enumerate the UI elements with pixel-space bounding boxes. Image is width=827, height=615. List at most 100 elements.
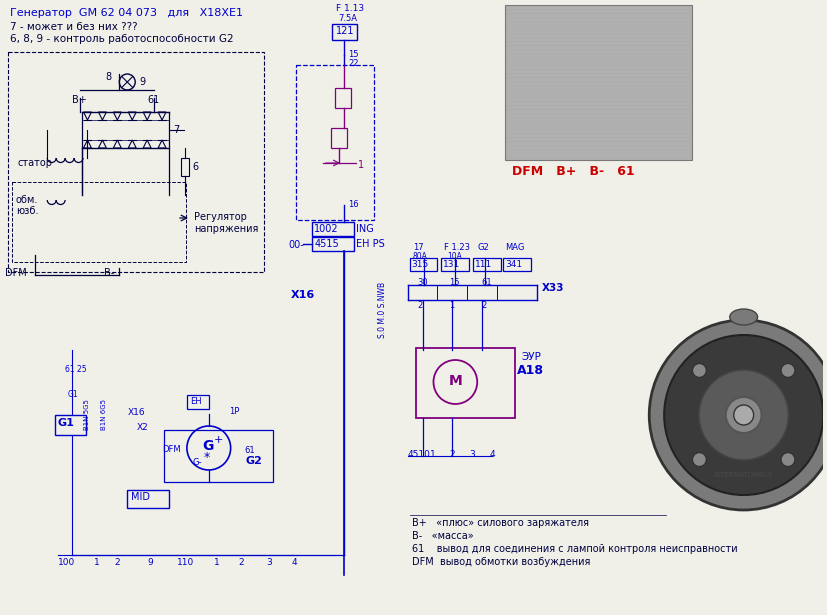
Text: 1P: 1P [228, 407, 239, 416]
Text: 17: 17 [412, 243, 423, 252]
Text: 61: 61 [147, 95, 160, 105]
Text: DFM  вывод обмотки возбуждения: DFM вывод обмотки возбуждения [411, 557, 590, 567]
Text: 131: 131 [443, 260, 460, 269]
Text: G-: G- [193, 458, 202, 467]
Text: 61 25: 61 25 [65, 365, 86, 374]
Bar [504, 5, 691, 160]
Text: 315: 315 [411, 260, 428, 269]
Circle shape [725, 397, 761, 433]
Text: G1: G1 [58, 418, 74, 428]
Bar [127, 490, 169, 508]
Text: EH PS: EH PS [356, 239, 385, 249]
Text: 1002: 1002 [313, 224, 338, 234]
Text: B-   «масса»: B- «масса» [411, 531, 473, 541]
Bar [164, 430, 273, 482]
Text: 15: 15 [449, 278, 459, 287]
Text: 341: 341 [504, 260, 522, 269]
Circle shape [648, 320, 827, 510]
Text: статор: статор [18, 158, 53, 168]
Circle shape [663, 335, 822, 495]
Text: 7 - может и без них ???: 7 - может и без них ??? [10, 22, 137, 32]
Text: B-: B- [104, 268, 114, 278]
Text: 1: 1 [357, 160, 364, 170]
Text: 16: 16 [347, 200, 358, 209]
Text: 2: 2 [417, 301, 423, 310]
Text: 61: 61 [480, 278, 491, 287]
Bar [187, 395, 208, 409]
Bar [296, 65, 373, 220]
Circle shape [733, 405, 753, 425]
Bar [181, 158, 189, 176]
Text: 2: 2 [480, 301, 486, 310]
Text: 2: 2 [238, 558, 244, 567]
Text: 4: 4 [291, 558, 297, 567]
Text: 61: 61 [244, 446, 255, 455]
Text: ING: ING [356, 224, 373, 234]
Bar [503, 258, 530, 271]
Text: DFM: DFM [5, 268, 26, 278]
Ellipse shape [729, 309, 757, 325]
Text: 15: 15 [347, 50, 358, 59]
Text: ALTERNATORBUS: ALTERNATORBUS [713, 472, 772, 478]
Text: 30: 30 [417, 278, 428, 287]
Text: 9: 9 [139, 77, 146, 87]
Text: юзб.: юзб. [16, 206, 38, 216]
Text: 6: 6 [192, 162, 198, 172]
Text: A18: A18 [516, 364, 543, 377]
Text: 111: 111 [475, 260, 492, 269]
Text: X2: X2 [137, 423, 149, 432]
Text: 4: 4 [489, 450, 495, 459]
Text: 61    вывод для соединения с лампой контроля неисправности: 61 вывод для соединения с лампой контрол… [411, 544, 736, 554]
Bar [331, 128, 347, 148]
Circle shape [780, 453, 794, 467]
Bar [312, 237, 353, 251]
Text: 100: 100 [58, 558, 74, 567]
Text: 80A: 80A [412, 252, 427, 261]
Text: X16: X16 [290, 290, 314, 300]
Text: DFM   B+   B-   61: DFM B+ B- 61 [511, 165, 633, 178]
Text: DFM: DFM [162, 445, 180, 454]
Text: 10A: 10A [447, 252, 461, 261]
Text: ЭУР: ЭУР [521, 352, 541, 362]
Text: обм.: обм. [16, 195, 38, 205]
Bar [12, 182, 186, 262]
Text: G: G [202, 439, 213, 453]
Text: +: + [213, 435, 222, 445]
Text: S.0 M.0 S.NWB: S.0 M.0 S.NWB [378, 282, 387, 338]
Text: 1: 1 [429, 450, 435, 459]
Text: 6, 8, 9 - контроль работоспособности G2: 6, 8, 9 - контроль работоспособности G2 [10, 34, 233, 44]
Bar [332, 24, 356, 40]
Text: 1: 1 [94, 558, 100, 567]
Text: B+   «плюс» силового заряжателя: B+ «плюс» силового заряжателя [411, 518, 588, 528]
Text: X33: X33 [541, 283, 564, 293]
Text: MID: MID [131, 492, 150, 502]
Bar [55, 415, 86, 435]
Text: 2: 2 [449, 450, 455, 459]
Text: MAG: MAG [504, 243, 523, 252]
Bar [8, 52, 264, 272]
Text: B+: B+ [71, 95, 86, 105]
Text: G2: G2 [476, 243, 489, 252]
Text: G1: G1 [68, 390, 78, 399]
Circle shape [780, 363, 794, 378]
Bar [312, 222, 353, 236]
Bar [409, 258, 437, 271]
Text: 3: 3 [266, 558, 272, 567]
Text: 110: 110 [177, 558, 194, 567]
Circle shape [691, 453, 705, 467]
Text: M: M [448, 374, 461, 388]
Text: G2: G2 [246, 456, 262, 466]
Circle shape [698, 370, 787, 460]
Text: 4510: 4510 [407, 450, 430, 459]
Text: F 1.23: F 1.23 [444, 243, 470, 252]
Text: 7: 7 [173, 125, 179, 135]
Bar [335, 88, 351, 108]
Text: 22: 22 [347, 59, 358, 68]
Bar [415, 348, 514, 418]
Text: Регулятор: Регулятор [194, 212, 246, 222]
Bar [473, 258, 500, 271]
Text: F 1.13: F 1.13 [336, 4, 364, 13]
Text: 3: 3 [469, 450, 475, 459]
Text: 1: 1 [213, 558, 219, 567]
Text: EH: EH [189, 397, 201, 406]
